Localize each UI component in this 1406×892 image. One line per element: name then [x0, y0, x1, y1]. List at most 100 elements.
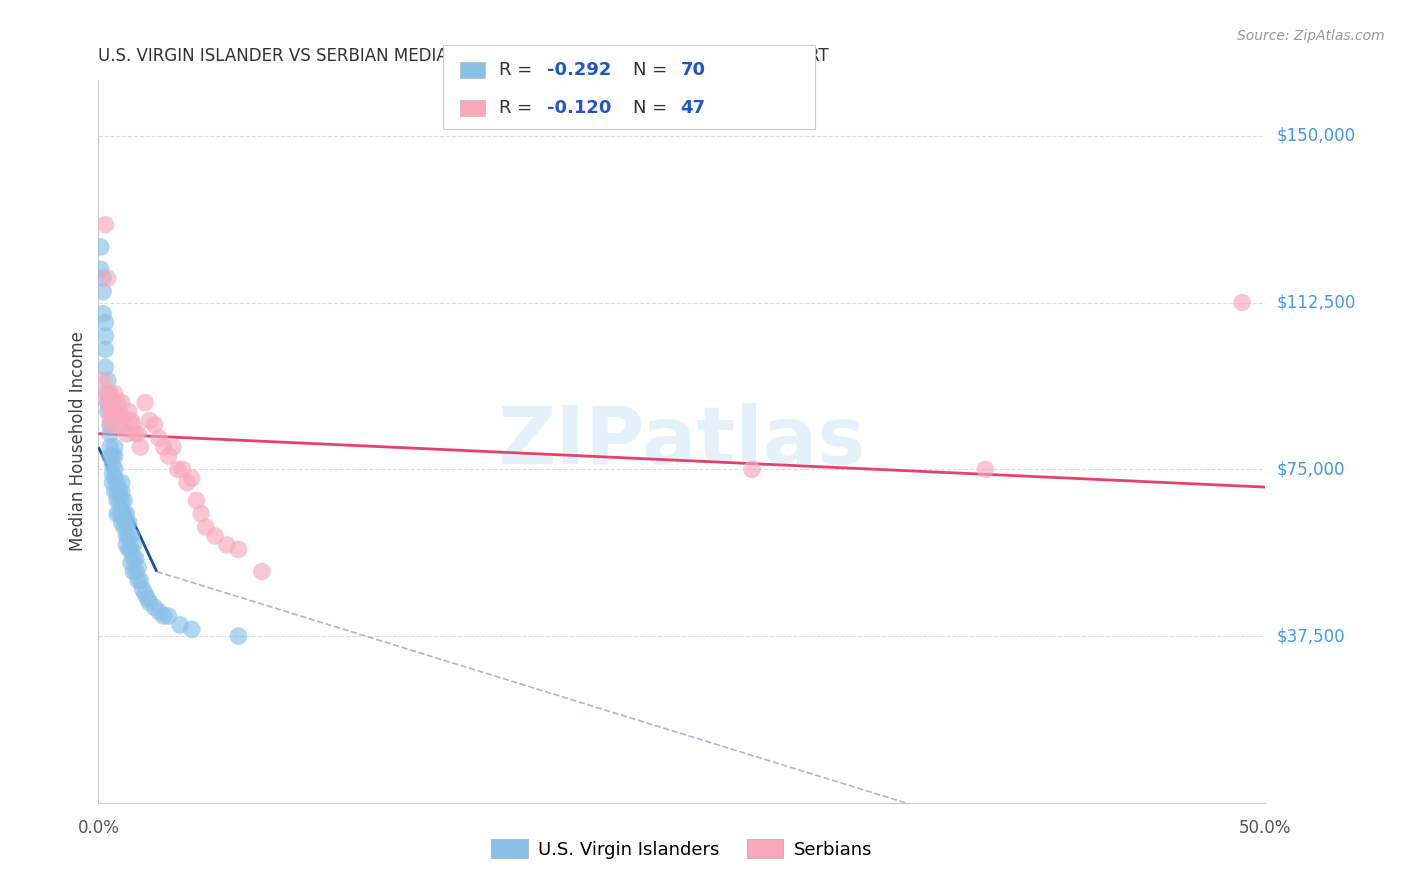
Point: [94, 218, 117, 232]
Point: [148, 431, 170, 445]
Point: [94, 386, 117, 401]
Point: [125, 565, 148, 579]
Point: [139, 413, 162, 427]
Point: [97, 395, 120, 409]
Text: R =: R =: [499, 61, 538, 79]
Point: [91, 373, 114, 387]
Point: [98, 449, 121, 463]
Point: [101, 404, 124, 418]
Text: 70: 70: [681, 61, 706, 79]
Point: [105, 475, 128, 490]
Point: [112, 520, 135, 534]
Text: N =: N =: [633, 61, 672, 79]
Point: [157, 609, 180, 624]
Point: [97, 395, 120, 409]
Point: [172, 462, 194, 476]
Point: [122, 538, 145, 552]
Point: [143, 417, 166, 432]
Text: -0.120: -0.120: [547, 99, 612, 117]
Point: [132, 582, 155, 597]
Point: [101, 458, 124, 472]
Point: [186, 493, 208, 508]
Point: [90, 262, 112, 277]
Point: [215, 538, 238, 552]
Point: [101, 417, 124, 432]
Point: [741, 462, 763, 476]
Point: [129, 574, 152, 588]
Point: [118, 529, 141, 543]
Point: [122, 417, 145, 432]
Point: [104, 471, 127, 485]
Point: [162, 440, 184, 454]
Point: [974, 462, 997, 476]
Point: [105, 409, 128, 423]
Point: [104, 440, 127, 454]
Text: $75,000: $75,000: [1277, 460, 1346, 478]
Point: [111, 516, 134, 530]
Point: [129, 440, 152, 454]
Point: [108, 484, 131, 499]
Point: [111, 507, 134, 521]
Point: [125, 551, 148, 566]
Point: [111, 484, 134, 499]
Point: [90, 240, 112, 254]
Point: [120, 542, 142, 557]
Point: [97, 373, 120, 387]
Text: Source: ZipAtlas.com: Source: ZipAtlas.com: [1237, 29, 1385, 43]
Point: [104, 484, 127, 499]
Point: [91, 307, 114, 321]
Point: [143, 600, 166, 615]
Point: [1230, 295, 1253, 310]
Point: [101, 395, 124, 409]
Point: [104, 462, 127, 476]
Point: [134, 587, 156, 601]
Point: [122, 565, 145, 579]
Text: -0.292: -0.292: [547, 61, 612, 79]
Point: [120, 413, 142, 427]
Point: [94, 360, 117, 375]
Point: [112, 507, 135, 521]
Point: [101, 467, 124, 481]
Point: [180, 623, 202, 637]
Point: [111, 409, 134, 423]
Point: [118, 404, 141, 418]
Point: [166, 462, 188, 476]
Point: [94, 343, 117, 357]
Point: [94, 329, 117, 343]
Point: [98, 404, 121, 418]
Point: [115, 507, 138, 521]
Point: [127, 574, 149, 588]
Point: [118, 542, 141, 557]
Point: [115, 426, 138, 441]
Point: [169, 618, 191, 632]
Text: R =: R =: [499, 99, 538, 117]
Point: [98, 440, 121, 454]
Point: [127, 560, 149, 574]
Point: [111, 475, 134, 490]
Text: N =: N =: [633, 99, 672, 117]
Point: [101, 475, 124, 490]
Point: [250, 565, 273, 579]
Point: [148, 605, 170, 619]
Point: [112, 493, 135, 508]
Point: [176, 475, 198, 490]
Point: [204, 529, 226, 543]
Text: $150,000: $150,000: [1277, 127, 1355, 145]
Point: [125, 426, 148, 441]
Text: 47: 47: [681, 99, 706, 117]
Point: [127, 426, 149, 441]
Point: [139, 596, 162, 610]
Legend: U.S. Virgin Islanders, Serbians: U.S. Virgin Islanders, Serbians: [484, 832, 880, 866]
Point: [97, 386, 120, 401]
Point: [180, 471, 202, 485]
Point: [120, 529, 142, 543]
Point: [194, 520, 217, 534]
Point: [91, 271, 114, 285]
Point: [108, 417, 131, 432]
Point: [152, 609, 174, 624]
Text: $112,500: $112,500: [1277, 293, 1355, 311]
Point: [118, 516, 141, 530]
Point: [190, 507, 212, 521]
Point: [98, 417, 121, 432]
Point: [228, 629, 250, 643]
